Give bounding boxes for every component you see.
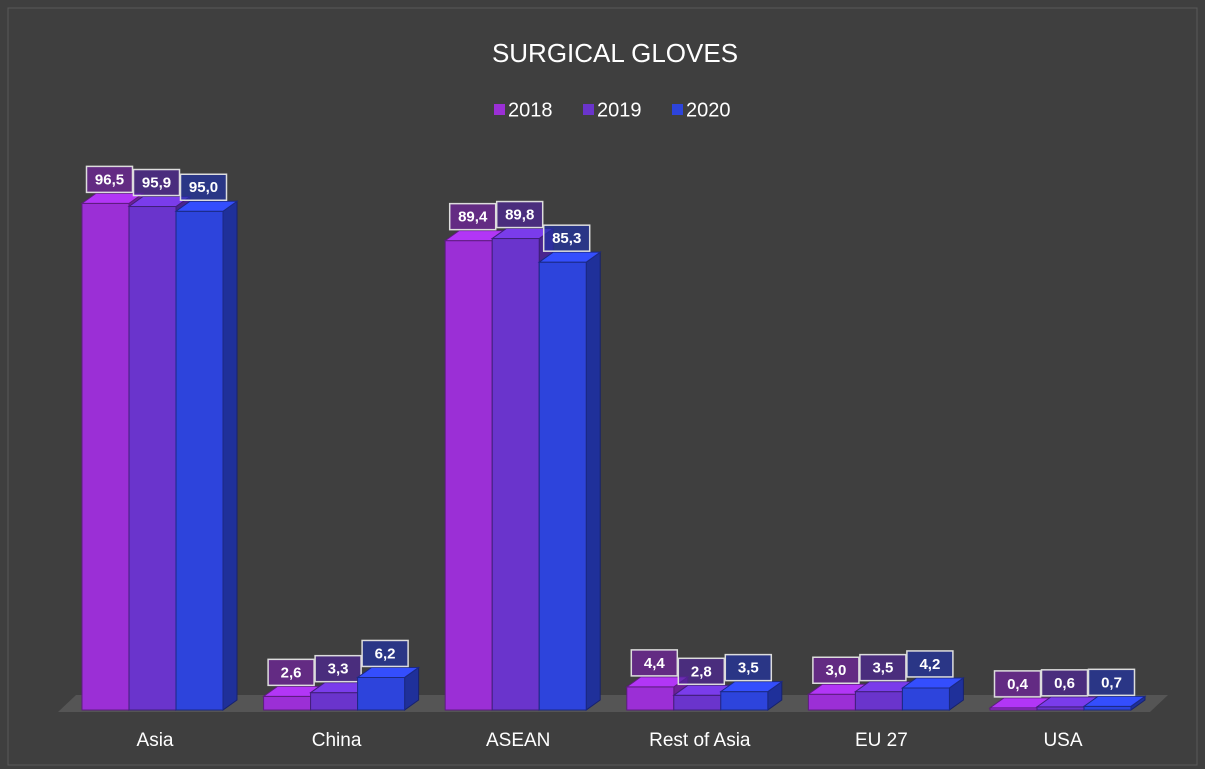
- data-label-box: [812, 656, 860, 684]
- x-tick-label: Rest of Asia: [649, 730, 751, 751]
- data-label: 6,2: [375, 645, 396, 662]
- bar-top: [1082, 695, 1147, 707]
- bar-side: [222, 200, 238, 711]
- bar: [263, 695, 312, 711]
- bar-top: [537, 251, 602, 263]
- data-label-box: [993, 670, 1042, 698]
- bar: [538, 261, 587, 711]
- data-label-box: [85, 165, 134, 194]
- bar-top: [900, 677, 965, 689]
- data-label-box: [1087, 668, 1136, 697]
- bar: [901, 687, 950, 711]
- data-label-box: [314, 654, 362, 683]
- x-tick-label: ASEAN: [486, 730, 550, 751]
- bar: [128, 206, 177, 711]
- data-label: 95,9: [142, 174, 171, 191]
- legend-swatch: [672, 104, 683, 115]
- bar: [1083, 705, 1132, 711]
- legend-swatch: [583, 104, 594, 115]
- legend-label: 2020: [686, 99, 731, 121]
- data-label: 0,7: [1101, 674, 1122, 691]
- data-label: 89,4: [458, 209, 488, 226]
- x-tick-label: EU 27: [855, 730, 908, 751]
- data-label-box: [132, 168, 181, 197]
- data-label: 3,3: [328, 661, 349, 678]
- data-label: 85,3: [552, 230, 581, 247]
- legend-label: 2018: [508, 99, 553, 121]
- legend-label: 2019: [597, 99, 642, 121]
- data-label: 0,4: [1007, 676, 1029, 693]
- bar: [720, 691, 769, 711]
- x-tick-label: China: [312, 730, 362, 751]
- bar-top: [719, 681, 784, 693]
- bar: [491, 238, 540, 711]
- data-label-box: [859, 653, 907, 682]
- data-label: 2,6: [281, 664, 302, 681]
- bar-top: [356, 666, 421, 678]
- data-label-box: [630, 649, 679, 677]
- bar: [310, 692, 359, 711]
- chart-frame: [7, 7, 1198, 766]
- data-label: 4,2: [919, 656, 940, 673]
- data-label: 96,5: [95, 171, 124, 188]
- data-label-box: [361, 639, 409, 668]
- bar: [854, 691, 903, 711]
- data-label-box: [906, 650, 954, 678]
- bar: [673, 694, 722, 711]
- data-label-box: [448, 202, 497, 231]
- data-label: 4,4: [644, 655, 666, 672]
- x-tick-label: Asia: [137, 730, 174, 751]
- data-label-box: [495, 200, 544, 229]
- bar: [81, 202, 130, 711]
- data-label: 0,6: [1054, 675, 1075, 692]
- data-label: 3,5: [738, 660, 759, 677]
- data-label: 3,5: [872, 660, 893, 677]
- bar: [357, 676, 406, 711]
- data-label: 2,8: [691, 663, 712, 680]
- chart-title: SURGICAL GLOVES: [492, 38, 738, 68]
- data-label-box: [1040, 669, 1089, 697]
- bar: [175, 210, 224, 711]
- bar-side: [585, 251, 601, 711]
- data-label: 95,0: [189, 179, 218, 196]
- bar: [444, 240, 493, 711]
- data-label-box: [724, 653, 773, 682]
- data-label-box: [677, 657, 726, 686]
- bar: [807, 693, 856, 711]
- data-label-box: [267, 658, 315, 687]
- bar: [626, 686, 675, 711]
- data-label: 89,8: [505, 207, 534, 224]
- data-label: 3,0: [825, 662, 846, 679]
- data-label-box: [179, 173, 228, 201]
- legend-swatch: [494, 104, 505, 115]
- data-label-box: [542, 224, 591, 252]
- bar-top: [174, 200, 239, 212]
- x-tick-label: USA: [1043, 730, 1082, 751]
